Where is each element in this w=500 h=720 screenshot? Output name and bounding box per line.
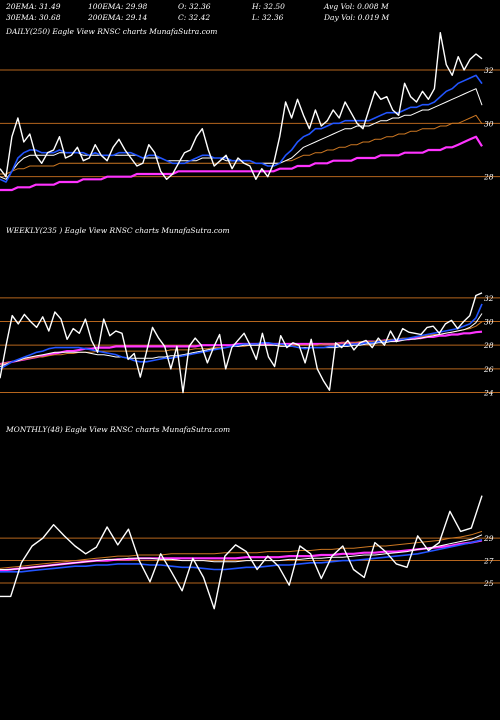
stat-30ema: 30EMA: 30.68 — [6, 13, 61, 22]
monthly-ema20-line — [0, 539, 483, 573]
daily-ema20-line — [0, 74, 483, 183]
stat-day-vol: Day Vol: 0.019 M — [324, 13, 390, 22]
monthly-y-tick-label: 29 — [483, 534, 494, 543]
weekly-y-tick-label: 28 — [483, 341, 494, 350]
weekly-panel-title: WEEKLY(235 ) Eagle View RNSC charts Muna… — [6, 226, 230, 235]
daily-y-tick-label: 28 — [483, 173, 494, 182]
stat-20ema: 20EMA: 31.49 — [6, 2, 61, 11]
daily-chart: 32 30 28 — [0, 32, 500, 192]
monthly-price-line — [0, 495, 483, 610]
daily-y-tick-label: 30 — [484, 119, 494, 128]
daily-price-line — [0, 32, 483, 181]
stat-low: L: 32.36 — [252, 13, 284, 22]
stat-high: H: 32.50 — [252, 2, 285, 11]
weekly-price-line — [0, 292, 483, 394]
daily-ema30-line — [0, 88, 483, 180]
daily-panel-title: DAILY(250) Eagle View RNSC charts Munafa… — [6, 27, 218, 36]
stat-open: O: 32.36 — [178, 2, 211, 11]
monthly-ema30-line — [0, 534, 483, 570]
monthly-ema100-line — [0, 530, 483, 569]
daily-ema100-line — [0, 114, 483, 175]
daily-y-tick-label: 32 — [484, 66, 494, 75]
monthly-panel-title: MONTHLY(48) Eagle View RNSC charts Munaf… — [6, 425, 231, 434]
stat-200ema: 200EMA: 29.14 — [88, 13, 148, 22]
weekly-y-tick-label: 32 — [484, 294, 494, 303]
weekly-y-tick-label: 26 — [483, 365, 494, 374]
weekly-ema30-line — [0, 313, 483, 367]
weekly-chart: 32 30 28 26 24 — [0, 292, 500, 398]
daily-ema200-line — [0, 135, 483, 192]
weekly-y-tick-label: 24 — [483, 389, 494, 398]
stat-close: C: 32.42 — [178, 13, 211, 22]
weekly-ema20-line — [0, 303, 483, 370]
weekly-y-tick-label: 30 — [484, 318, 494, 327]
monthly-y-tick-label: 27 — [483, 557, 494, 566]
stat-100ema: 100EMA: 29.98 — [88, 2, 148, 11]
stat-avg-vol: Avg Vol: 0.008 M — [324, 2, 389, 11]
monthly-chart: 29 27 25 — [0, 495, 500, 610]
monthly-y-tick-label: 25 — [483, 579, 494, 588]
